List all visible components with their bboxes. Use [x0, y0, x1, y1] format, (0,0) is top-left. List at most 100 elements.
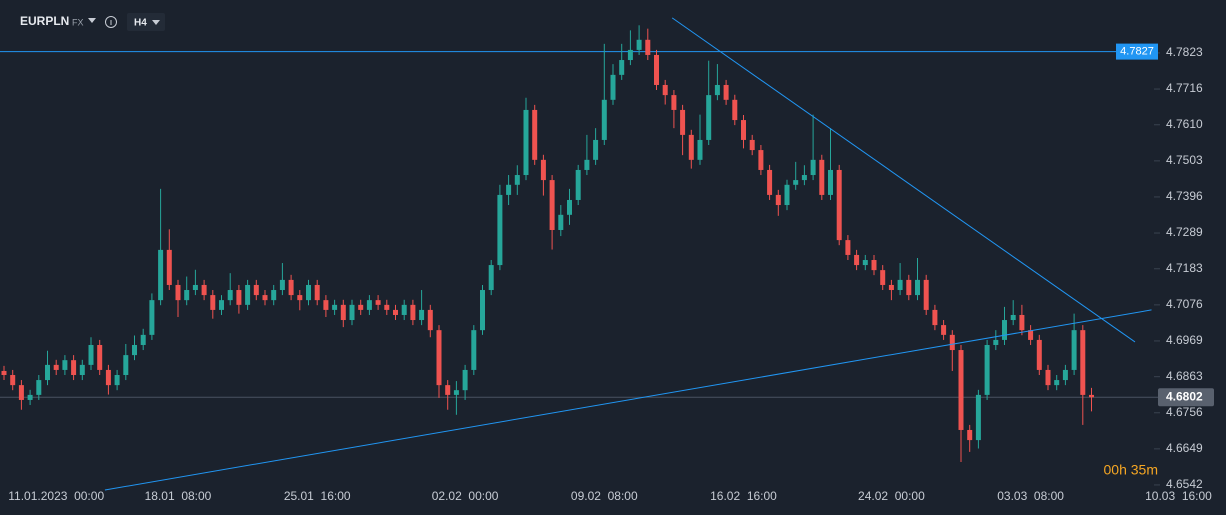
candle-body	[636, 39, 642, 50]
candle-body	[801, 175, 807, 181]
y-tick-label: 4.7716	[1166, 81, 1203, 95]
candle-body	[619, 60, 625, 75]
candle-body	[97, 344, 103, 370]
candle-body	[706, 95, 712, 140]
candle-body	[593, 139, 599, 160]
candle-body	[1002, 320, 1007, 340]
candle-body	[1019, 314, 1025, 331]
candle-body	[288, 279, 294, 296]
y-tick-label: 4.6649	[1166, 441, 1203, 455]
candle-body	[819, 159, 825, 195]
candle-body	[71, 360, 77, 376]
y-tick-label: 4.7076	[1166, 297, 1203, 311]
candle-body	[393, 309, 398, 315]
candle-body	[836, 169, 842, 241]
candle-body	[932, 309, 938, 326]
x-tick-label: 18.01 08:00	[145, 489, 212, 503]
candle-body	[975, 394, 981, 441]
y-tick-label: 4.6756	[1166, 405, 1203, 419]
candle-body	[36, 380, 42, 395]
candle-body	[627, 49, 633, 61]
candle-body	[436, 330, 442, 386]
candle-body	[427, 309, 433, 331]
x-tick-label: 03.03 08:00	[997, 489, 1064, 503]
candle-body	[210, 295, 216, 310]
y-tick-label: 4.6863	[1166, 369, 1203, 383]
candle-body	[871, 260, 877, 271]
candle-body	[897, 279, 903, 291]
candle-body	[245, 284, 251, 305]
interval-button[interactable]	[127, 13, 165, 31]
candle-body	[471, 330, 477, 370]
y-tick-label: 4.6969	[1166, 333, 1203, 347]
candle-body	[1, 370, 7, 376]
candle-body	[1045, 369, 1051, 386]
candle-body	[958, 350, 964, 430]
y-tick-label: 4.7183	[1166, 261, 1203, 275]
candle-body	[79, 364, 85, 376]
horizontal-line-label: 4.7827	[1120, 46, 1154, 58]
candle-body	[358, 304, 364, 310]
candle-body	[1036, 339, 1042, 370]
candle-body	[1028, 330, 1034, 340]
candle-body	[384, 304, 390, 310]
candle-body	[514, 175, 520, 185]
candle-body	[854, 254, 860, 266]
trend-line	[104, 309, 1152, 491]
candle-body	[758, 150, 764, 170]
candle-body	[923, 279, 929, 310]
candle-body	[671, 95, 677, 110]
candle-body	[654, 54, 659, 85]
candle-body	[18, 385, 24, 400]
dropdown-arrow[interactable]	[88, 18, 96, 23]
candle-body	[192, 284, 198, 291]
candle-body	[132, 344, 137, 356]
candle-body	[158, 249, 164, 301]
candle-body	[549, 180, 555, 230]
interval: H4	[134, 18, 147, 29]
candle-body	[219, 300, 224, 310]
candle-body	[45, 364, 50, 381]
candle-body	[184, 290, 190, 301]
candle-body	[862, 260, 868, 266]
candle-body	[53, 364, 59, 370]
candle-body	[166, 249, 172, 285]
candle-body	[1054, 380, 1060, 386]
candle-body	[949, 334, 955, 351]
candle-body	[236, 290, 242, 305]
candle-body	[601, 99, 607, 140]
y-tick-label: 4.7289	[1166, 225, 1203, 239]
candle-body	[227, 290, 233, 301]
info-icon[interactable]	[105, 16, 117, 28]
x-tick-label: 16.02 16:00	[710, 489, 777, 503]
candle-body	[767, 169, 773, 195]
candle-body	[27, 394, 33, 400]
candle-body	[714, 84, 720, 96]
candle-body	[906, 279, 912, 296]
countdown: 00h 35m	[1104, 462, 1158, 478]
candle-body	[88, 344, 94, 365]
candle-body	[506, 184, 512, 195]
candle-body	[532, 109, 538, 160]
candle-body	[175, 284, 181, 301]
candle-body	[845, 240, 851, 255]
plot-area: 4.7823 4.7716 4.7610 4.7503 4.7396 4.7289 4.71…	[0, 17, 1214, 503]
candle-body	[306, 284, 311, 301]
candle-body	[349, 304, 355, 321]
candle-body	[1080, 330, 1086, 395]
x-tick-label: 10.03 16:00	[1145, 489, 1212, 503]
y-tick-label: 4.7823	[1166, 45, 1203, 59]
candle-body	[749, 139, 755, 151]
candle-body	[271, 290, 277, 301]
candle-body	[410, 304, 416, 321]
candle-body	[332, 304, 338, 310]
candle-body	[323, 300, 329, 310]
symbol[interactable]: EURPLN	[20, 14, 69, 28]
candle-body	[1010, 314, 1016, 321]
candle-body	[445, 385, 451, 395]
candle-body	[523, 109, 529, 176]
candle-body	[662, 84, 668, 96]
candle-body	[10, 375, 16, 386]
candle-body	[123, 355, 129, 376]
